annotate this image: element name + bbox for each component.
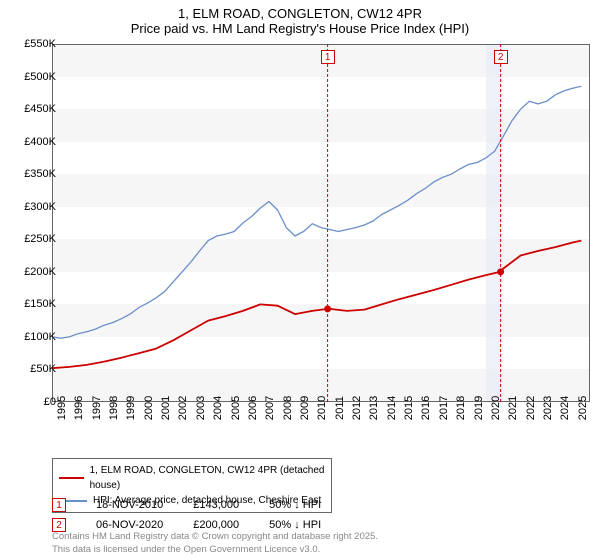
footer: Contains HM Land Registry data © Crown c… — [52, 531, 378, 556]
sale-date-1: 18-NOV-2010 — [96, 499, 163, 511]
x-tick-label: 2001 — [160, 396, 172, 420]
x-tick-label: 2006 — [247, 396, 259, 420]
sale-marker-1-num: 1 — [56, 500, 62, 511]
x-tick-label: 2017 — [438, 396, 450, 420]
title-address: 1, ELM ROAD, CONGLETON, CW12 4PR — [0, 6, 600, 21]
y-tick-label: £250K — [24, 233, 56, 245]
sale-marker-1: 1 — [52, 498, 66, 512]
sale-delta-2: 50% ↓ HPI — [269, 519, 321, 531]
x-tick-label: 2024 — [559, 396, 571, 420]
x-tick-label: 2013 — [368, 396, 380, 420]
y-tick-label: £300K — [24, 201, 56, 213]
sale-delta-1: 50% ↓ HPI — [269, 499, 321, 511]
footer-license: This data is licensed under the Open Gov… — [52, 544, 378, 556]
x-tick-label: 2022 — [525, 396, 537, 420]
x-tick-label: 1996 — [73, 396, 85, 420]
x-tick-label: 2011 — [334, 396, 346, 420]
x-tick-label: 1997 — [91, 396, 103, 420]
footer-copyright: Contains HM Land Registry data © Crown c… — [52, 531, 378, 543]
legend-item-price-paid: 1, ELM ROAD, CONGLETON, CW12 4PR (detach… — [59, 463, 325, 493]
x-tick-label: 2020 — [490, 396, 502, 420]
x-tick-label: 1995 — [56, 396, 68, 420]
sale-row-1: 1 18-NOV-2010 £143,000 50% ↓ HPI — [52, 498, 321, 512]
chart-container: 1, ELM ROAD, CONGLETON, CW12 4PR Price p… — [0, 0, 600, 560]
x-tick-label: 2005 — [230, 396, 242, 420]
x-tick-label: 2007 — [264, 396, 276, 420]
x-tick-label: 2008 — [282, 396, 294, 420]
y-tick-label: £0 — [44, 396, 56, 408]
title-subtitle: Price paid vs. HM Land Registry's House … — [0, 21, 600, 36]
sale-date-2: 06-NOV-2020 — [96, 519, 163, 531]
x-tick-label: 2010 — [316, 396, 328, 420]
y-tick-label: £200K — [24, 266, 56, 278]
y-tick-label: £100K — [24, 331, 56, 343]
sale-row-2: 2 06-NOV-2020 £200,000 50% ↓ HPI — [52, 518, 321, 532]
plot-svg — [52, 44, 590, 402]
x-tick-label: 2009 — [299, 396, 311, 420]
x-tick-label: 1999 — [125, 396, 137, 420]
y-tick-label: £50K — [30, 363, 56, 375]
x-tick-label: 2023 — [542, 396, 554, 420]
sale-marker-2: 2 — [52, 518, 66, 532]
sale-price-2: £200,000 — [193, 519, 239, 531]
x-tick-label: 2019 — [473, 396, 485, 420]
x-tick-label: 2018 — [455, 396, 467, 420]
sale-price-1: £143,000 — [193, 499, 239, 511]
x-tick-label: 2004 — [212, 396, 224, 420]
x-tick-label: 2000 — [143, 396, 155, 420]
y-tick-label: £450K — [24, 103, 56, 115]
x-tick-label: 2025 — [577, 396, 589, 420]
x-tick-label: 2003 — [195, 396, 207, 420]
legend-label-price-paid: 1, ELM ROAD, CONGLETON, CW12 4PR (detach… — [90, 463, 325, 493]
y-tick-label: £500K — [24, 71, 56, 83]
y-tick-label: £150K — [24, 298, 56, 310]
y-tick-label: £550K — [24, 38, 56, 50]
chart-sale-marker: 2 — [494, 50, 508, 64]
x-tick-label: 2014 — [386, 396, 398, 420]
y-tick-label: £350K — [24, 168, 56, 180]
x-tick-label: 1998 — [108, 396, 120, 420]
title-block: 1, ELM ROAD, CONGLETON, CW12 4PR Price p… — [0, 0, 600, 36]
x-tick-label: 2002 — [177, 396, 189, 420]
legend-swatch-price-paid — [59, 477, 84, 479]
x-tick-label: 2012 — [351, 396, 363, 420]
y-tick-label: £400K — [24, 136, 56, 148]
x-tick-label: 2015 — [403, 396, 415, 420]
x-tick-label: 2021 — [507, 396, 519, 420]
x-tick-label: 2016 — [420, 396, 432, 420]
chart-sale-marker: 1 — [321, 50, 335, 64]
sale-marker-2-num: 2 — [56, 520, 62, 531]
chart-area: 12 — [52, 44, 590, 402]
